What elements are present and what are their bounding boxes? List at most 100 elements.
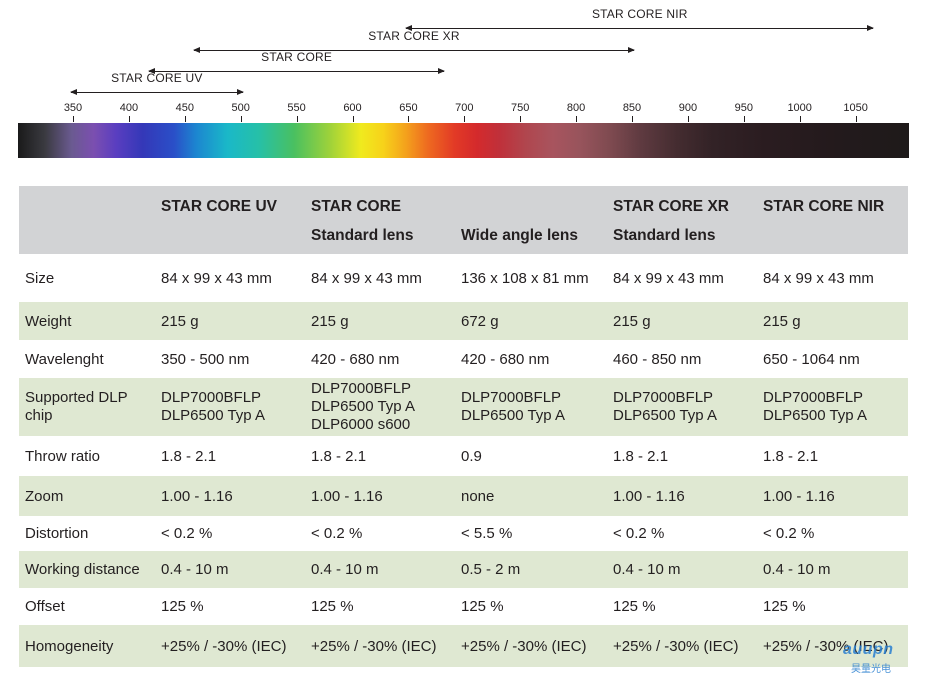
color-spectrum-bar xyxy=(18,123,909,158)
table-row: Weight 215 g 215 g 672 g 215 g 215 g xyxy=(19,302,908,340)
watermark-subtext: 昊量光电 xyxy=(851,664,891,675)
header-lens-cell: Standard lens xyxy=(305,218,455,254)
table-row: Working distance 0.4 - 10 m 0.4 - 10 m 0.5 … xyxy=(19,551,908,588)
table-cell: < 5.5 % xyxy=(455,516,607,551)
table-row: Wavelenght 350 - 500 nm 420 - 680 nm 420 - … xyxy=(19,340,908,378)
row-label: Distortion xyxy=(19,516,155,551)
table-cell: 420 - 680 nm xyxy=(455,340,607,378)
range-arrow xyxy=(192,47,636,53)
header-lens-cell xyxy=(19,218,155,254)
range-xr: STAR CORE XR xyxy=(192,29,636,57)
axis-tick-label: 650 xyxy=(388,102,428,122)
table-header-row-lenses: Standard lens Wide angle lens Standard len… xyxy=(19,218,908,254)
table-cell-line: DLP6000 s600 xyxy=(311,416,411,433)
table-header-row-models: STAR CORE UV STAR CORE STAR CORE XR STAR CO… xyxy=(19,186,908,218)
axis-tick-label: 450 xyxy=(165,102,205,122)
axis-tick-label: 350 xyxy=(53,102,93,122)
table-cell-line: DLP7000BFLP xyxy=(613,389,714,406)
range-arrow xyxy=(405,25,875,31)
header-lens-cell xyxy=(757,218,908,254)
table-cell: < 0.2 % xyxy=(757,516,908,551)
table-cell: 84 x 99 x 43 mm xyxy=(607,254,757,302)
axis-tick-label: 850 xyxy=(612,102,652,122)
table-row: Size 84 x 99 x 43 mm 84 x 99 x 43 mm 136 x … xyxy=(19,254,908,302)
table-cell-line: DLP7000BFLP xyxy=(161,389,262,406)
specifications-table: STAR CORE UV STAR CORE STAR CORE XR STAR CO… xyxy=(19,186,908,667)
axis-tick-label: 950 xyxy=(724,102,764,122)
table-cell: DLP7000BFLP DLP6500 Typ A xyxy=(607,378,757,436)
table-row: Offset 125 % 125 % 125 % 125 % 125 % xyxy=(19,588,908,625)
row-label: Wavelenght xyxy=(19,340,155,378)
table-cell: 1.00 - 1.16 xyxy=(607,476,757,516)
row-label-line: Supported DLP xyxy=(25,389,128,406)
table-cell: +25% / -30% (IEC) xyxy=(155,625,305,667)
table-cell: 125 % xyxy=(607,588,757,625)
row-label: Size xyxy=(19,254,155,302)
table-cell: DLP7000BFLP DLP6500 Typ A xyxy=(155,378,305,436)
header-model-cell: STAR CORE XR xyxy=(607,186,757,218)
header-model-cell: STAR CORE xyxy=(305,186,455,218)
table-row: Supported DLP chip DLP7000BFLP DLP6500 Typ … xyxy=(19,378,908,436)
table-cell: 1.8 - 2.1 xyxy=(757,436,908,476)
table-row: Homogeneity +25% / -30% (IEC) +25% / -30% … xyxy=(19,625,908,667)
row-label: Supported DLP chip xyxy=(19,378,155,436)
table-body: Size 84 x 99 x 43 mm 84 x 99 x 43 mm 136 x … xyxy=(19,254,908,667)
header-lens-cell: Wide angle lens xyxy=(455,218,607,254)
range-label: STAR CORE UV xyxy=(111,71,203,85)
table-cell: 1.00 - 1.16 xyxy=(155,476,305,516)
table-cell: < 0.2 % xyxy=(155,516,305,551)
table-cell: 125 % xyxy=(155,588,305,625)
table-cell: 1.00 - 1.16 xyxy=(305,476,455,516)
table-cell: < 0.2 % xyxy=(305,516,455,551)
range-arrow xyxy=(148,68,445,74)
header-model-cell xyxy=(455,186,607,218)
table-cell: 0.5 - 2 m xyxy=(455,551,607,588)
table-cell: 460 - 850 nm xyxy=(607,340,757,378)
table-cell: 84 x 99 x 43 mm xyxy=(305,254,455,302)
axis-tick-label: 1050 xyxy=(836,102,876,122)
table-cell: 672 g xyxy=(455,302,607,340)
table-cell-line: DLP6500 Typ A xyxy=(311,398,415,415)
table-cell: +25% / -30% (IEC) xyxy=(757,625,908,667)
axis-tick-label: 500 xyxy=(221,102,261,122)
table-cell: DLP7000BFLP DLP6500 Typ A DLP6000 s600 xyxy=(305,378,455,436)
table-cell-line: DLP6500 Typ A xyxy=(763,407,867,424)
table-cell: 125 % xyxy=(455,588,607,625)
table-cell: < 0.2 % xyxy=(607,516,757,551)
row-label: Working distance xyxy=(19,551,155,588)
header-lens-cell: Standard lens xyxy=(607,218,757,254)
axis-tick-label: 400 xyxy=(109,102,149,122)
table-cell-line: DLP7000BFLP xyxy=(311,380,412,397)
table-cell: DLP7000BFLP DLP6500 Typ A xyxy=(455,378,607,436)
table-cell: 215 g xyxy=(607,302,757,340)
range-label: STAR CORE NIR xyxy=(591,7,688,21)
table-cell-line: DLP6500 Typ A xyxy=(161,407,265,424)
header-lens-cell xyxy=(155,218,305,254)
table-cell: 136 x 108 x 81 mm xyxy=(455,254,607,302)
table-row: Distortion < 0.2 % < 0.2 % < 5.5 % < 0.2 % < … xyxy=(19,516,908,551)
row-label: Weight xyxy=(19,302,155,340)
table-row: Zoom 1.00 - 1.16 1.00 - 1.16 none 1.00 - 1.1… xyxy=(19,476,908,516)
table-cell: 1.00 - 1.16 xyxy=(757,476,908,516)
row-label: Homogeneity xyxy=(19,625,155,667)
table-cell: 0.9 xyxy=(455,436,607,476)
axis-tick-label: 550 xyxy=(277,102,317,122)
range-nir: STAR CORE NIR xyxy=(405,7,875,35)
header-model-cell: STAR CORE NIR xyxy=(757,186,908,218)
axis-tick-label: 750 xyxy=(500,102,540,122)
range-uv: STAR CORE UV xyxy=(70,71,244,99)
table-cell: 215 g xyxy=(155,302,305,340)
table-cell: DLP7000BFLP DLP6500 Typ A xyxy=(757,378,908,436)
table-cell: +25% / -30% (IEC) xyxy=(455,625,607,667)
table-cell: 1.8 - 2.1 xyxy=(607,436,757,476)
axis-tick-label: 900 xyxy=(668,102,708,122)
table-row: Throw ratio 1.8 - 2.1 1.8 - 2.1 0.9 1.8 - 2.… xyxy=(19,436,908,476)
table-cell: 1.8 - 2.1 xyxy=(305,436,455,476)
table-cell: none xyxy=(455,476,607,516)
wavelength-axis: 350 400 450 500 550 600 650 700 750 800 850 900 950 1… xyxy=(0,102,931,122)
row-label-line: chip xyxy=(25,407,53,424)
table-cell: 0.4 - 10 m xyxy=(607,551,757,588)
table-cell: 215 g xyxy=(305,302,455,340)
axis-tick-label: 600 xyxy=(333,102,373,122)
table-cell: 0.4 - 10 m xyxy=(757,551,908,588)
